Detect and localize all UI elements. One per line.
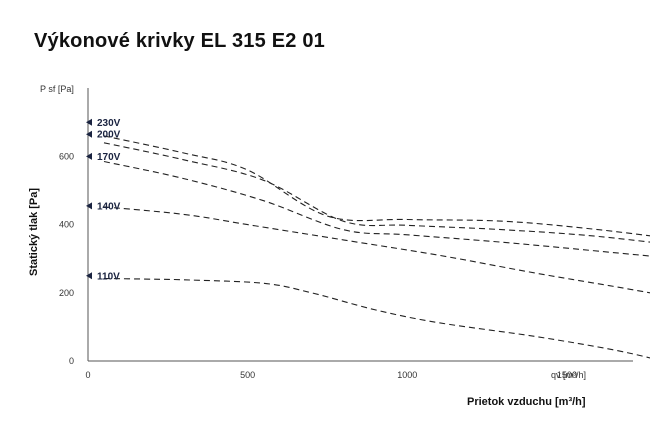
y-axis-label: Statický tlak [Pa] (28, 188, 40, 276)
curve-label-140v: 140V (97, 201, 121, 212)
y-tick-label: 0 (69, 356, 74, 366)
curve-230v (103, 135, 650, 237)
chart-title: Výkonové krivky EL 315 E2 01 (34, 30, 325, 52)
curve-label-230v: 230V (97, 118, 121, 129)
curve-label-110v: 110V (97, 271, 120, 282)
curve-170v (103, 160, 650, 257)
curve-label-170v: 170V (97, 152, 121, 163)
curve-marker-icon (86, 118, 92, 126)
y-axis-unit: P sf [Pa] (40, 84, 74, 94)
curve-marker-icon (86, 272, 92, 280)
curve-marker-icon (86, 152, 92, 160)
x-tick-label: 500 (240, 370, 255, 380)
curve-110v (103, 277, 650, 359)
y-tick-label: 400 (59, 220, 74, 230)
x-tick-label: 1500 (557, 370, 577, 380)
x-tick-label: 1000 (397, 370, 417, 380)
series-curves (103, 135, 650, 359)
x-axis-unit: qv [m³/h] (551, 370, 586, 380)
curve-label-200v: 200V (97, 130, 121, 141)
curve-marker-icon (86, 130, 92, 138)
y-tick-label: 600 (59, 151, 74, 161)
x-ticks: 05001000150020002500 (85, 370, 577, 380)
x-tick-label: 0 (85, 370, 90, 380)
curve-200v (103, 142, 650, 243)
y-tick-label: 200 (59, 288, 74, 298)
curve-140v (103, 206, 650, 294)
y-ticks: 0 200 400 600 (59, 151, 74, 366)
curve-marker-icon (86, 202, 92, 210)
x-axis-label: Prietok vzduchu [m³/h] (467, 396, 586, 408)
